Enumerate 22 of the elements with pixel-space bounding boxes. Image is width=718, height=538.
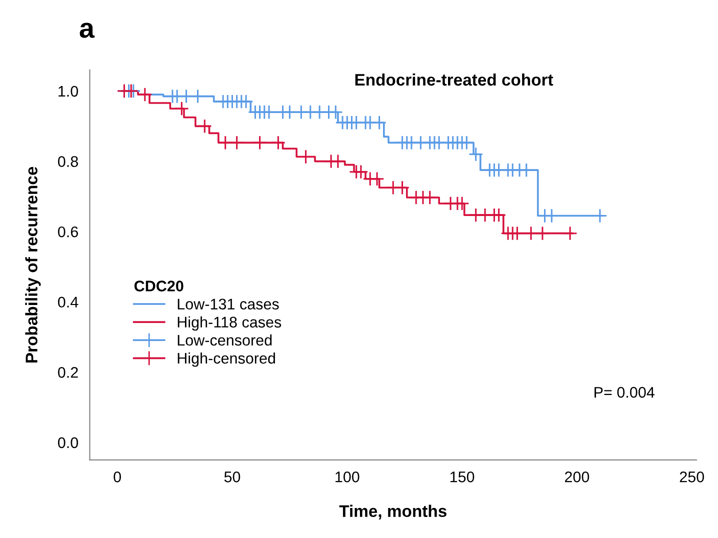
x-tick-label: 50 xyxy=(224,472,240,482)
annotation: P= 0.004 xyxy=(594,386,654,398)
x-tick-label: 250 xyxy=(680,472,704,482)
legend-label: Low-131 cases xyxy=(178,298,279,310)
y-tick-label: 1.0 xyxy=(58,86,78,97)
legend-label: High-118 cases xyxy=(178,316,282,331)
x-tick-label: 200 xyxy=(564,472,590,482)
y-tick-label: 0.2 xyxy=(58,367,78,378)
x-tick-label: 150 xyxy=(450,472,474,482)
chart-title: Endocrine-treated cohort xyxy=(355,73,554,86)
legend-label: High-censored xyxy=(178,352,275,367)
y-axis-title: Probability of recurrence xyxy=(25,166,41,362)
x-axis-title: Time, months xyxy=(339,504,446,520)
legend-label: Low-censored xyxy=(178,334,272,346)
text: a xyxy=(80,22,95,38)
y-tick-label: 0.0 xyxy=(58,437,78,448)
y-tick-label: 0.4 xyxy=(58,296,78,308)
y-tick-label: 0.8 xyxy=(58,156,78,167)
y-tick-label: 0.6 xyxy=(58,226,78,238)
legend-title: CDC20 xyxy=(134,280,184,292)
x-tick-label: 100 xyxy=(336,472,360,482)
x-tick-label: 0 xyxy=(114,472,121,482)
